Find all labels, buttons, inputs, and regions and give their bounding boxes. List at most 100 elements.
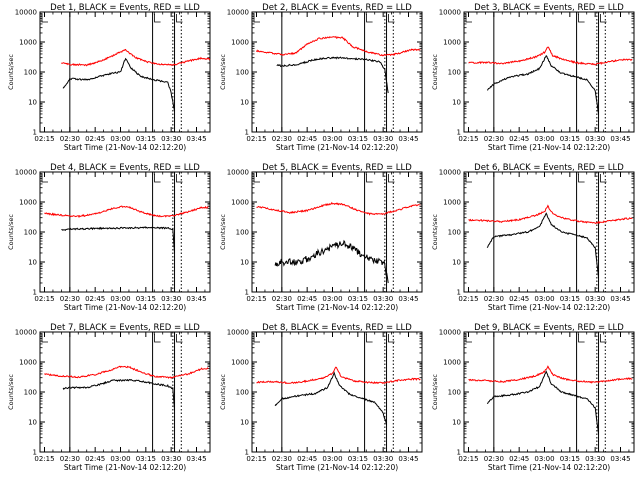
y-tick-label: 10	[452, 99, 461, 107]
chart-title: Det 3, BLACK = Events, RED = LLD	[474, 3, 624, 13]
events-series-line	[62, 378, 175, 411]
x-tick-label: 02:45	[85, 455, 105, 463]
x-tick-label: 03:15	[560, 455, 580, 463]
lld-series-line	[44, 365, 209, 380]
interval-bracket-marker	[366, 334, 373, 343]
y-tick-label: 1	[457, 129, 461, 137]
chart-panel: Det 9, BLACK = Events, RED = LLD 1 10 100 10…	[431, 323, 635, 472]
y-tick-label: 1000	[19, 359, 37, 367]
interval-bracket-marker	[41, 14, 48, 23]
lld-series-line	[256, 201, 421, 216]
y-tick-label: 10	[240, 259, 249, 267]
x-axis-label: Start Time (21-Nov-14 02:12:20)	[276, 463, 398, 472]
y-tick-label: 100	[24, 229, 37, 237]
x-tick-label: 03:45	[186, 135, 206, 143]
chart-panel: Det 8, BLACK = Events, RED = LLD 1 10 100 10…	[219, 323, 423, 472]
y-tick-label: 10000	[439, 9, 461, 17]
x-tick-label: 03:00	[322, 295, 342, 303]
x-tick-label: 02:15	[34, 135, 54, 143]
interval-bracket-marker	[600, 14, 607, 23]
x-tick-label: 03:00	[322, 455, 342, 463]
y-tick-label: 10	[28, 99, 37, 107]
x-tick-label: 02:45	[297, 135, 317, 143]
x-tick-label: 03:15	[560, 135, 580, 143]
y-tick-label: 10	[452, 419, 461, 427]
y-tick-label: 10	[28, 419, 37, 427]
y-tick-label: 1	[33, 289, 37, 297]
x-tick-label: 02:15	[246, 295, 266, 303]
x-tick-label: 02:15	[246, 455, 266, 463]
interval-bracket-marker	[176, 174, 183, 183]
y-tick-label: 10	[240, 419, 249, 427]
x-tick-label: 03:30	[373, 295, 393, 303]
y-tick-label: 1000	[443, 359, 461, 367]
x-tick-label: 02:30	[484, 455, 504, 463]
interval-bracket-marker	[388, 14, 395, 23]
chart-panel: Det 4, BLACK = Events, RED = LLD 1 10 100 10…	[7, 163, 211, 312]
interval-bracket-marker	[253, 14, 260, 23]
events-series-line	[486, 212, 599, 278]
x-tick-label: 03:30	[373, 455, 393, 463]
interval-bracket-marker	[154, 14, 161, 23]
y-tick-label: 1000	[231, 359, 249, 367]
y-tick-label: 1	[245, 289, 249, 297]
x-tick-label: 03:00	[534, 135, 554, 143]
interval-bracket-marker	[465, 174, 472, 183]
y-tick-label: 10	[240, 99, 249, 107]
y-tick-label: 100	[448, 69, 461, 77]
interval-bracket-marker	[388, 174, 395, 183]
x-axis-label: Start Time (21-Nov-14 02:12:20)	[488, 463, 610, 472]
interval-bracket-marker	[366, 14, 373, 23]
y-tick-label: 10000	[439, 169, 461, 177]
y-tick-label: 100	[24, 69, 37, 77]
chart-panel: Det 2, BLACK = Events, RED = LLD 1 10 100 10…	[219, 3, 423, 152]
interval-bracket-marker	[154, 174, 161, 183]
y-tick-label: 1	[457, 289, 461, 297]
lld-series-line	[44, 205, 209, 219]
y-tick-label: 1	[457, 449, 461, 457]
interval-bracket-marker	[253, 334, 260, 343]
y-tick-label: 10000	[227, 329, 249, 337]
x-axis-label: Start Time (21-Nov-14 02:12:20)	[64, 463, 186, 472]
x-tick-label: 03:30	[161, 135, 181, 143]
x-tick-label: 02:30	[60, 455, 80, 463]
y-axis-label: Counts/sec	[7, 54, 15, 90]
chart-panel: Det 7, BLACK = Events, RED = LLD 1 10 100 10…	[7, 323, 211, 472]
x-tick-label: 03:30	[161, 295, 181, 303]
events-series-line	[486, 55, 599, 114]
y-tick-label: 10000	[15, 169, 37, 177]
x-axis-label: Start Time (21-Nov-14 02:12:20)	[64, 143, 186, 152]
x-tick-label: 03:15	[136, 135, 156, 143]
y-tick-label: 1	[245, 129, 249, 137]
x-tick-label: 02:15	[246, 135, 266, 143]
x-tick-label: 02:30	[484, 295, 504, 303]
chart-title: Det 6, BLACK = Events, RED = LLD	[474, 163, 624, 173]
events-series-line	[62, 57, 175, 112]
x-tick-label: 03:30	[585, 455, 605, 463]
x-tick-label: 03:45	[186, 295, 206, 303]
x-tick-label: 02:30	[60, 295, 80, 303]
x-tick-label: 03:45	[186, 455, 206, 463]
interval-bracket-marker	[600, 174, 607, 183]
x-axis-label: Start Time (21-Nov-14 02:12:20)	[488, 303, 610, 312]
chart-title: Det 7, BLACK = Events, RED = LLD	[50, 323, 200, 333]
y-tick-label: 10	[28, 259, 37, 267]
y-tick-label: 100	[236, 389, 249, 397]
y-tick-label: 1000	[19, 199, 37, 207]
y-tick-label: 1000	[231, 39, 249, 47]
chart-panel: Det 5, BLACK = Events, RED = LLD 1 10 100 10…	[219, 163, 423, 312]
interval-bracket-marker	[366, 174, 373, 183]
x-tick-label: 02:45	[85, 295, 105, 303]
x-tick-label: 02:45	[509, 295, 529, 303]
interval-bracket-marker	[578, 174, 585, 183]
chart-panel: Det 1, BLACK = Events, RED = LLD 1 10 100 10…	[7, 3, 211, 152]
lld-series-line	[468, 365, 633, 384]
interval-bracket-marker	[465, 14, 472, 23]
chart-panel: Det 3, BLACK = Events, RED = LLD 1 10 100 10…	[431, 3, 635, 152]
lld-series-line	[256, 366, 421, 385]
y-axis-label: Counts/sec	[7, 214, 15, 250]
y-axis-label: Counts/sec	[431, 374, 439, 410]
y-tick-label: 10	[452, 259, 461, 267]
lld-series-line	[468, 204, 633, 225]
chart-title: Det 1, BLACK = Events, RED = LLD	[50, 3, 200, 13]
